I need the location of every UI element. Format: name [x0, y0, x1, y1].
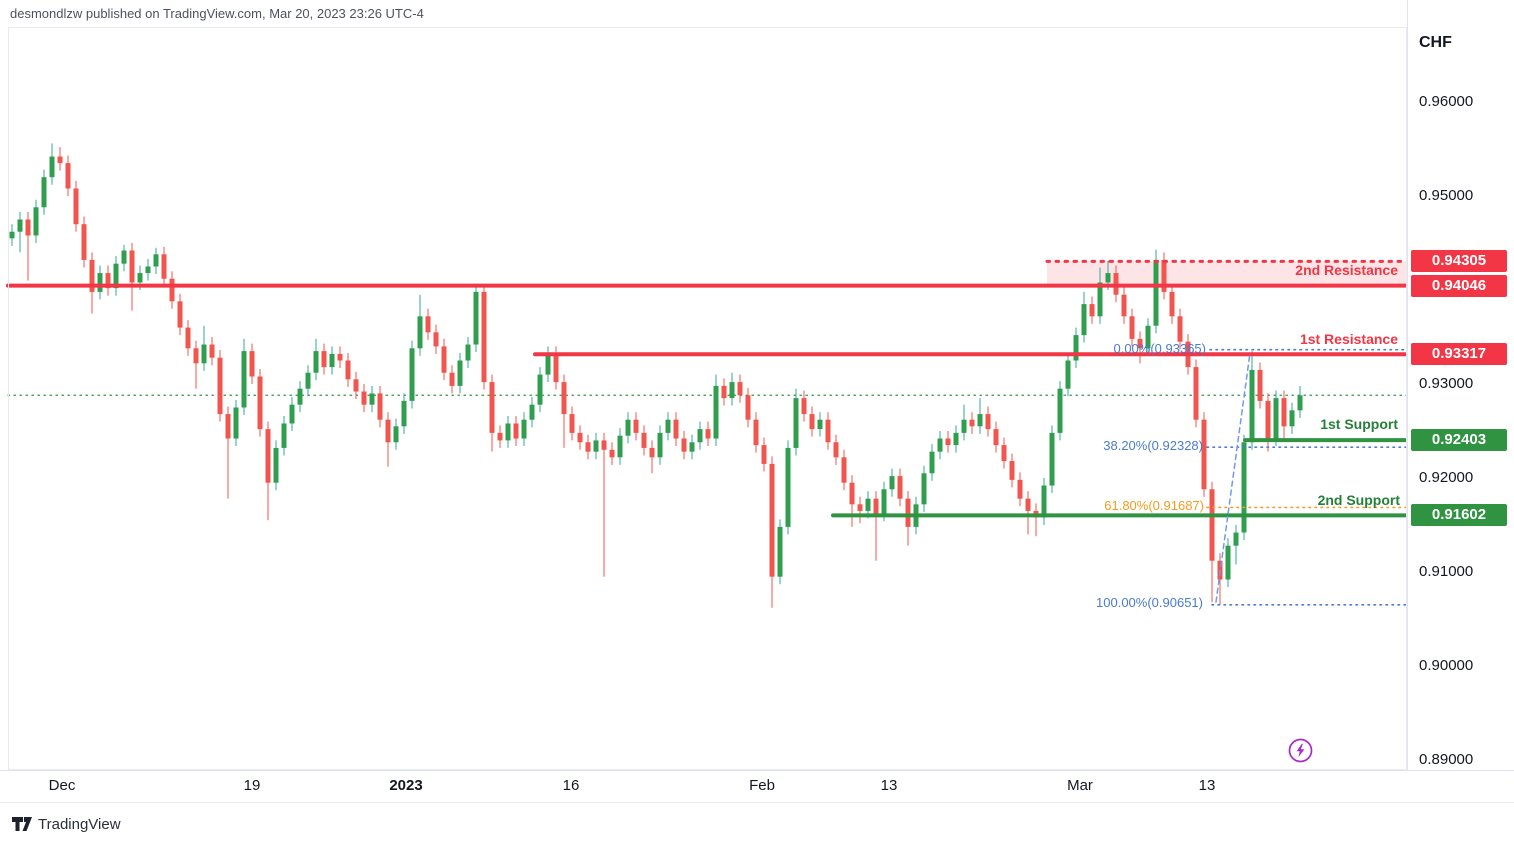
price-tick: 0.90000	[1419, 657, 1474, 674]
label-fib-0: 0.00%(0.93365)	[1113, 341, 1206, 356]
price-tick: 0.93000	[1419, 375, 1474, 392]
label-fib-382: 38.20%(0.92328)	[1103, 438, 1203, 453]
time-tick: 2023	[389, 777, 423, 794]
label-2nd-support: 2nd Support	[1317, 492, 1400, 508]
label-1st-resistance: 1st Resistance	[1299, 331, 1398, 347]
time-tick: 19	[243, 777, 261, 794]
candles-layer	[9, 143, 1303, 608]
time-tick: Mar	[1067, 777, 1093, 794]
footer: TradingView	[0, 803, 1514, 842]
label-fib-618: 61.80%(0.91687)	[1104, 498, 1204, 513]
boost-button[interactable]	[1287, 737, 1314, 764]
label-2nd-resistance: 2nd Resistance	[1295, 262, 1398, 278]
time-tick: 16	[562, 777, 580, 794]
time-tick: Feb	[749, 777, 775, 794]
lightning-icon	[1288, 738, 1313, 763]
price-axis[interactable]: CHF 0.96000 0.95000 0.93000 0.92000 0.91000 0…	[1407, 0, 1514, 770]
label-1st-support: 1st Support	[1320, 416, 1398, 432]
price-tick: 0.89000	[1419, 751, 1474, 768]
price-tick: 0.91000	[1419, 563, 1474, 580]
price-badge: 0.93317	[1411, 343, 1507, 366]
price-badge: 0.94046	[1411, 274, 1507, 297]
time-axis[interactable]: Dec 19 2023 16 Feb 13 Mar 13	[0, 770, 1514, 803]
time-tick: Dec	[48, 777, 76, 794]
tradingview-logo	[12, 817, 32, 831]
brand-name: TradingView	[38, 816, 121, 833]
price-badge: 0.94305	[1411, 250, 1507, 273]
time-tick: 13	[880, 777, 898, 794]
price-badge: 0.91602	[1411, 504, 1507, 527]
time-tick: 13	[1198, 777, 1216, 794]
price-badge: 0.92403	[1411, 429, 1507, 452]
price-tick: 0.95000	[1419, 187, 1474, 204]
fib-trendline	[1215, 352, 1251, 603]
price-tick: 0.96000	[1419, 93, 1474, 110]
publish-info: desmondlzw published on TradingView.com,…	[10, 6, 424, 21]
price-tick: 0.92000	[1419, 469, 1474, 486]
label-fib-100: 100.00%(0.90651)	[1096, 595, 1203, 610]
currency-label: CHF	[1419, 34, 1452, 51]
